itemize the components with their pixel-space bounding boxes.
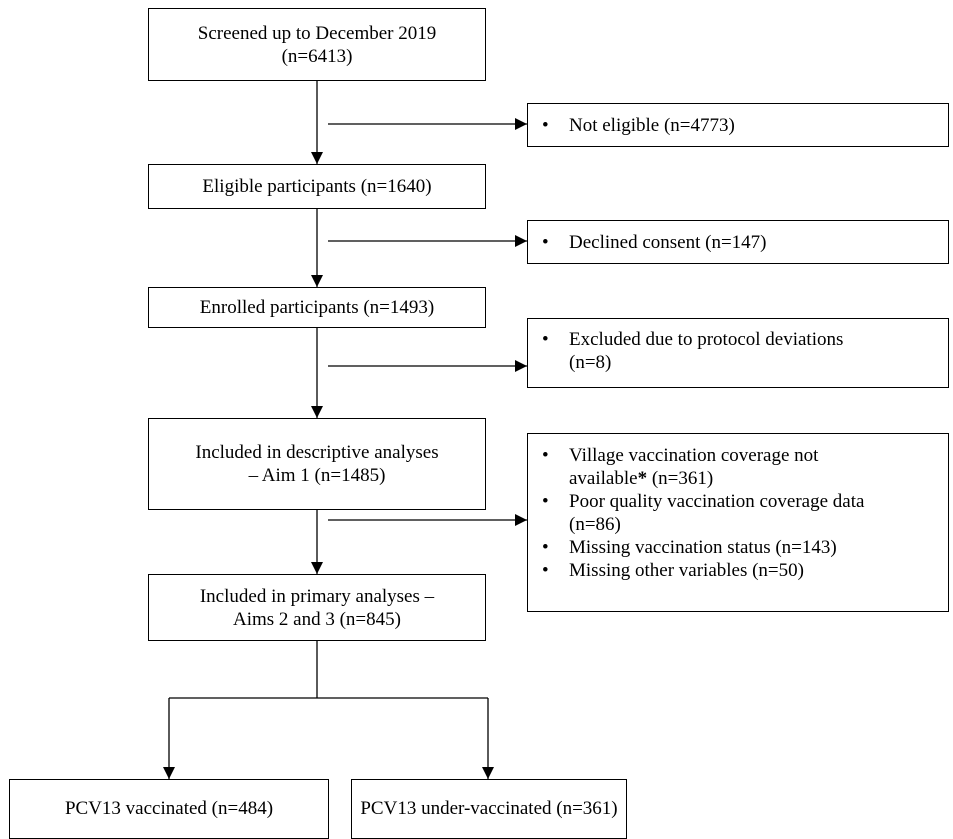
vaccinated-label: PCV13 vaccinated (n=484): [64, 798, 274, 819]
eligible-box: Eligible participants (n=1640): [148, 164, 486, 209]
screened-box: Screened up to December 2019 (n=6413): [148, 8, 486, 81]
village-coverage-item: Village vaccination coverage not availab…: [542, 444, 944, 490]
village-line2: available* (n=361): [569, 467, 944, 490]
missing-other-item: Missing other variables (n=50): [542, 559, 944, 582]
analysis-exclusions-box: Village vaccination coverage not availab…: [527, 433, 949, 612]
protocol-deviations-item: Excluded due to protocol deviations (n=8…: [542, 328, 944, 374]
poor-quality-item: Poor quality vaccination coverage data (…: [542, 490, 944, 536]
primary-analyses-box: Included in primary analyses – Aims 2 an…: [148, 574, 486, 641]
vaccinated-box: PCV13 vaccinated (n=484): [9, 779, 329, 839]
poor-line1: Poor quality vaccination coverage data: [569, 491, 865, 512]
village-count: (n=361): [647, 468, 714, 489]
enrolled-box: Enrolled participants (n=1493): [148, 287, 486, 328]
screened-line2: (n=6413): [281, 45, 353, 67]
protocol-deviations-box: Excluded due to protocol deviations (n=8…: [527, 318, 949, 388]
protocol-line2: (n=8): [569, 352, 612, 373]
not-eligible-box: Not eligible (n=4773): [527, 103, 949, 147]
screened-line1: Screened up to December 2019: [197, 22, 437, 44]
village-available: available: [569, 468, 638, 489]
descriptive-analyses-box: Included in descriptive analyses – Aim 1…: [148, 418, 486, 510]
declined-consent-box: Declined consent (n=147): [527, 220, 949, 264]
not-eligible-item: Not eligible (n=4773): [542, 114, 944, 137]
village-line1: Village vaccination coverage not: [569, 445, 819, 466]
footnote-star: *: [637, 468, 648, 489]
protocol-line1: Excluded due to protocol deviations: [569, 329, 844, 350]
primary-line1: Included in primary analyses –: [199, 585, 435, 607]
descriptive-line1: Included in descriptive analyses: [195, 442, 439, 463]
eligible-label: Eligible participants (n=1640): [202, 176, 432, 197]
poor-line2: (n=86): [569, 514, 621, 535]
enrolled-label: Enrolled participants (n=1493): [199, 297, 435, 318]
descriptive-line2: – Aim 1 (n=1485): [248, 465, 386, 486]
missing-status-item: Missing vaccination status (n=143): [542, 536, 944, 559]
under-vaccinated-label: PCV13 under-vaccinated (n=361): [360, 798, 618, 819]
under-vaccinated-box: PCV13 under-vaccinated (n=361): [351, 779, 627, 839]
declined-consent-item: Declined consent (n=147): [542, 231, 944, 254]
primary-line2: Aims 2 and 3 (n=845): [233, 608, 401, 630]
